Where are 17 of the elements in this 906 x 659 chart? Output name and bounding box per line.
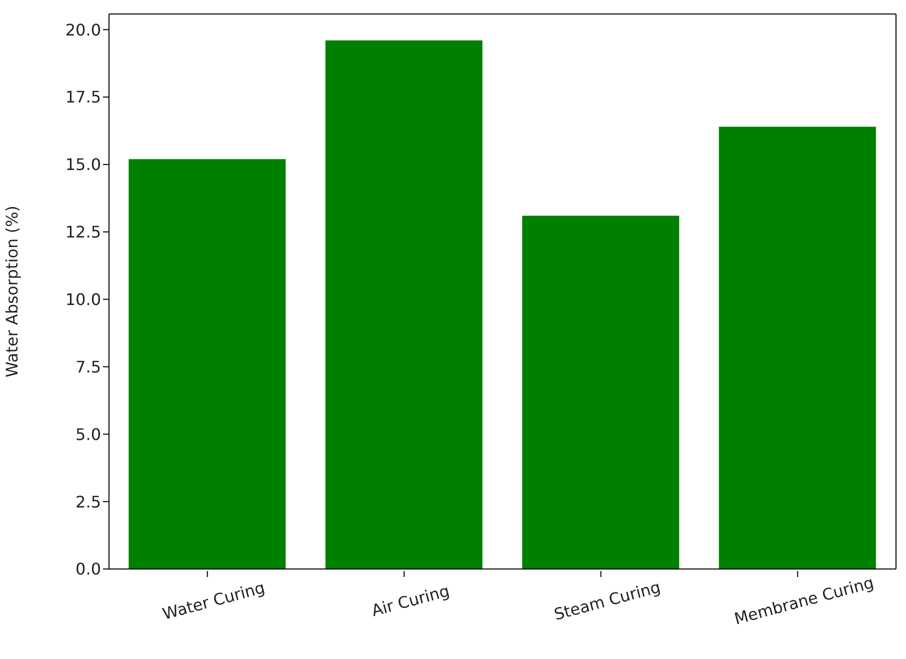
bar [522,216,680,569]
y-axis-title: Water Absorption (%) [2,206,22,378]
x-tick-label: Steam Curing [552,577,663,624]
bar [128,159,286,569]
y-tick-label: 5.0 [76,424,101,444]
y-tick-label: 20.0 [65,20,101,40]
bar [325,40,482,569]
y-tick-label: 17.5 [65,88,101,107]
y-tick-label: 7.5 [76,357,101,376]
y-tick-label: 0.0 [76,560,101,579]
y-tick-label: 2.5 [76,492,101,512]
y-tick-label: 15.0 [65,155,101,174]
x-tick-label: Water Curing [160,578,267,624]
x-tick-label: Air Curing [370,581,452,620]
y-tick-label: 12.5 [65,222,101,242]
y-tick-label: 10.0 [65,290,101,309]
bar [718,126,876,569]
